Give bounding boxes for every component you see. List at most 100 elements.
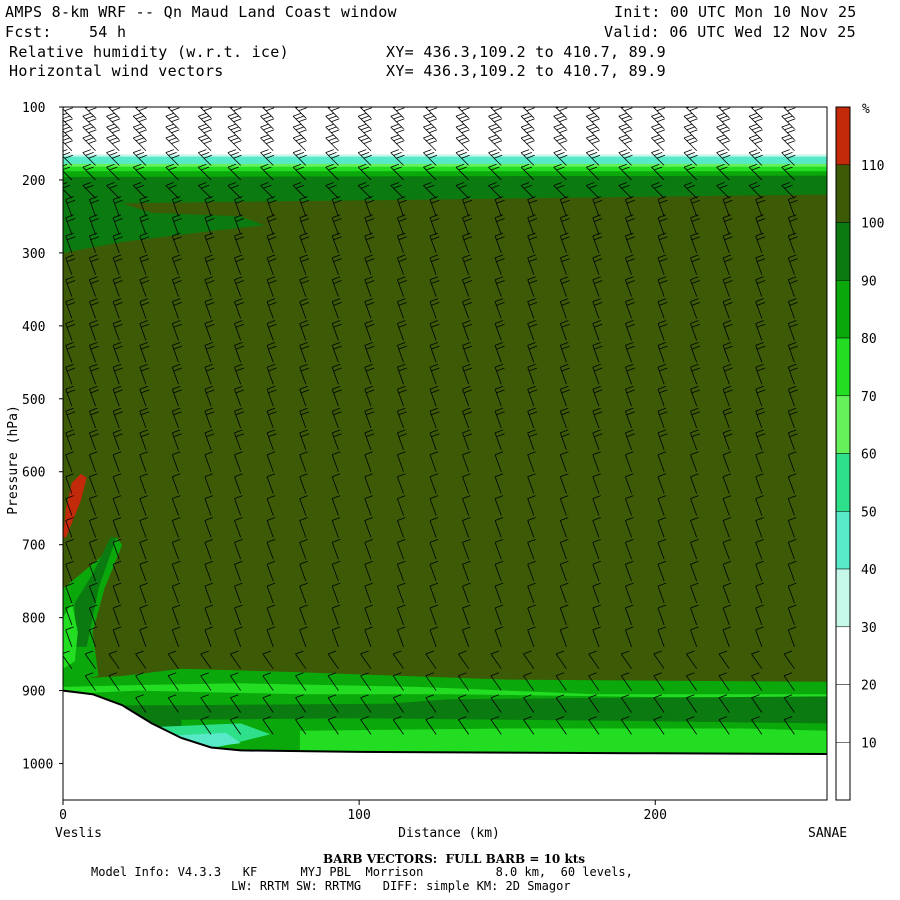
wind-barb xyxy=(331,214,342,235)
wind-barb xyxy=(462,363,473,385)
wind-barb xyxy=(89,214,99,235)
y-tick-label: 900 xyxy=(22,685,45,700)
wind-barb xyxy=(112,517,122,538)
wind-barb xyxy=(527,214,538,235)
wind-barb xyxy=(657,451,667,472)
wind-barb xyxy=(458,650,470,669)
wind-barb xyxy=(397,214,407,235)
wind-barb xyxy=(397,451,406,472)
wind-barb xyxy=(260,134,275,152)
wind-barb xyxy=(618,149,633,166)
wind-barb xyxy=(139,320,150,341)
rh-left-90 xyxy=(74,537,117,647)
wind-barb xyxy=(494,582,504,604)
colorbar-label: 10 xyxy=(861,736,877,751)
wind-barb xyxy=(82,182,96,199)
wind-barb xyxy=(112,385,123,407)
wind-barb xyxy=(171,429,182,450)
wind-barb xyxy=(559,604,569,626)
wind-barb xyxy=(234,214,245,235)
wind-barb xyxy=(65,298,76,319)
wind-barb xyxy=(781,182,795,199)
wind-barb xyxy=(89,232,99,254)
wind-barb xyxy=(331,298,342,319)
wind-barb xyxy=(65,232,76,254)
wind-barb xyxy=(364,604,373,626)
wind-barb xyxy=(89,560,98,582)
wind-barb xyxy=(722,604,732,626)
wind-barb xyxy=(171,232,182,254)
wind-barb xyxy=(266,385,277,407)
wind-barb xyxy=(787,560,797,582)
wind-barb xyxy=(230,672,242,691)
wind-barb xyxy=(429,582,439,604)
wind-barb xyxy=(722,539,732,560)
wind-barb xyxy=(167,672,179,691)
wind-barb xyxy=(266,214,277,235)
wind-barb xyxy=(331,196,342,217)
wind-barb xyxy=(559,196,570,217)
wind-barb xyxy=(722,196,733,217)
wind-barb xyxy=(204,582,214,604)
wind-barb xyxy=(686,672,698,691)
wind-barb xyxy=(331,539,341,560)
wind-barb xyxy=(462,582,471,604)
wind-barb xyxy=(559,298,570,319)
wind-barb xyxy=(653,672,665,691)
wind-barb xyxy=(89,429,99,450)
wind-barb xyxy=(204,342,215,363)
wind-barb xyxy=(266,196,277,217)
wind-barb xyxy=(165,163,179,181)
wind-barb xyxy=(625,517,634,538)
wind-barb xyxy=(462,517,471,538)
wind-barb xyxy=(65,363,76,385)
wind-barb xyxy=(494,429,505,450)
wind-barb xyxy=(527,604,536,626)
wind-barb xyxy=(494,254,505,275)
wind-barb xyxy=(65,626,74,647)
wind-barb xyxy=(364,560,373,582)
wind-barb xyxy=(299,320,310,341)
wind-barb xyxy=(657,517,667,538)
wind-barb xyxy=(392,672,404,691)
wind-barb xyxy=(89,407,99,429)
wind-barb xyxy=(527,196,538,217)
y-tick-label: 700 xyxy=(22,539,45,554)
wind-barb xyxy=(592,342,603,363)
wind-barb xyxy=(683,182,697,199)
wind-barb xyxy=(755,214,766,235)
wind-barb xyxy=(429,560,439,582)
wind-barb xyxy=(588,650,600,669)
wind-barb xyxy=(494,276,505,297)
wind-barb xyxy=(429,298,440,319)
wind-barb xyxy=(89,196,99,217)
wind-barb xyxy=(171,320,182,341)
colorbar-swatch xyxy=(835,453,851,512)
wind-barb xyxy=(327,650,339,669)
wind-barb xyxy=(262,716,274,735)
wind-barb xyxy=(397,363,407,385)
wind-barb xyxy=(112,429,123,450)
x-tick-label: 200 xyxy=(643,808,666,823)
wind-barb xyxy=(204,214,215,235)
wind-barb xyxy=(455,134,470,152)
colorbar-label: 80 xyxy=(861,332,877,347)
wind-barb xyxy=(112,539,122,560)
wind-barb xyxy=(751,650,763,669)
terrain-surface-line xyxy=(62,689,828,755)
wind-barb xyxy=(139,276,150,297)
wind-barb xyxy=(592,276,603,297)
wind-barb xyxy=(429,320,440,341)
x-start-label: Veslis xyxy=(55,826,102,841)
wind-barb xyxy=(625,604,634,626)
wind-barb xyxy=(65,473,74,494)
wind-barb xyxy=(167,650,179,669)
wind-barb xyxy=(364,214,375,235)
wind-barb xyxy=(690,214,701,235)
wind-barb xyxy=(748,134,763,152)
wind-barb xyxy=(204,407,215,429)
wind-barb xyxy=(364,320,375,341)
init-time: Init: 00 UTC Mon 10 Nov 25 xyxy=(614,3,857,21)
colorbar-swatch xyxy=(835,222,851,281)
wind-barb xyxy=(718,672,730,691)
